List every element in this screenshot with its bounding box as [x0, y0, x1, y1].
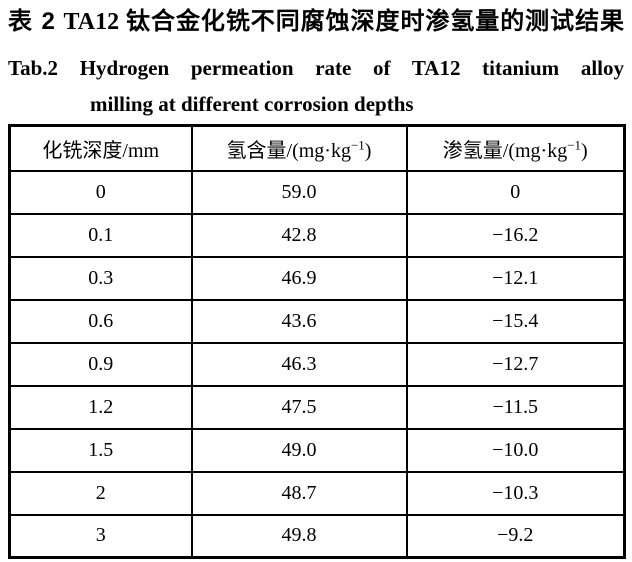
column-header-hydrogen-content: 氢含量/(mg·kg−1) — [190, 124, 408, 172]
depth-value: 0 — [8, 169, 193, 215]
table-caption-english-line2: milling at different corrosion depths — [90, 92, 414, 116]
table-caption-chinese: 表 2 TA12 钛合金化铣不同腐蚀深度时渗氢量的测试结果 — [0, 0, 632, 38]
hydrogen-content-value: 42.8 — [190, 212, 408, 258]
permeation-value: 0 — [405, 169, 626, 215]
depth-value: 0.6 — [8, 298, 193, 344]
permeation-value: −9.2 — [405, 513, 626, 559]
table-row: 2 48.7 −10.3 — [8, 470, 626, 516]
depth-value: 0.9 — [8, 341, 193, 387]
hydrogen-content-value: 46.9 — [190, 255, 408, 301]
depth-value: 1.2 — [8, 384, 193, 430]
permeation-value: −12.1 — [405, 255, 626, 301]
table-row: 1.5 49.0 −10.0 — [8, 427, 626, 473]
permeation-value: −11.5 — [405, 384, 626, 430]
table-row: 0.9 46.3 −12.7 — [8, 341, 626, 387]
header-depth-text: 化铣深度/mm — [42, 139, 160, 162]
table-row: 0.3 46.9 −12.1 — [8, 255, 626, 301]
column-header-permeation: 渗氢量/(mg·kg−1) — [405, 124, 626, 172]
header-permeation-sup: −1 — [567, 137, 582, 153]
header-permeation-suffix: ) — [581, 139, 588, 162]
hydrogen-permeation-table: 化铣深度/mm 氢含量/(mg·kg−1) 渗氢量/(mg·kg−1) 0 59… — [8, 124, 626, 559]
caption-en-label: Tab.2 — [8, 56, 59, 80]
depth-value: 1.5 — [8, 427, 193, 473]
permeation-value: −16.2 — [405, 212, 626, 258]
table-row: 0.6 43.6 −15.4 — [8, 298, 626, 344]
table-row: 0.1 42.8 −16.2 — [8, 212, 626, 258]
table-row: 0 59.0 0 — [8, 169, 626, 215]
caption-en-text: Hydrogen permeation rate of TA12 titaniu… — [79, 56, 625, 80]
permeation-value: −10.3 — [405, 470, 626, 516]
depth-value: 0.1 — [8, 212, 193, 258]
depth-value: 3 — [8, 513, 193, 559]
header-content-text: 氢含量/(mg·kg — [226, 139, 351, 162]
column-header-milling-depth: 化铣深度/mm — [8, 124, 193, 172]
caption-cn-label: 表 2 — [8, 8, 56, 35]
table-row: 1.2 47.5 −11.5 — [8, 384, 626, 430]
table-caption-english-line1: Tab.2 Hydrogen permeation rate of TA12 t… — [8, 54, 624, 82]
hydrogen-content-value: 46.3 — [190, 341, 408, 387]
hydrogen-content-value: 49.8 — [190, 513, 408, 559]
caption-cn-text: TA12 钛合金化铣不同腐蚀深度时渗氢量的测试结果 — [63, 9, 625, 35]
depth-value: 2 — [8, 470, 193, 516]
permeation-value: −15.4 — [405, 298, 626, 344]
hydrogen-content-value: 43.6 — [190, 298, 408, 344]
header-permeation-text: 渗氢量/(mg·kg — [442, 139, 568, 162]
depth-value: 0.3 — [8, 255, 193, 301]
permeation-value: −12.7 — [405, 341, 626, 387]
permeation-value: −10.0 — [405, 427, 626, 473]
header-content-sup: −1 — [350, 137, 365, 153]
hydrogen-content-value: 48.7 — [190, 470, 408, 516]
table-header-row: 化铣深度/mm 氢含量/(mg·kg−1) 渗氢量/(mg·kg−1) — [8, 124, 626, 172]
hydrogen-content-value: 49.0 — [190, 427, 408, 473]
hydrogen-content-value: 59.0 — [190, 169, 408, 215]
hydrogen-content-value: 47.5 — [190, 384, 408, 430]
table-row: 3 49.8 −9.2 — [8, 513, 626, 559]
header-content-suffix: ) — [364, 139, 372, 162]
